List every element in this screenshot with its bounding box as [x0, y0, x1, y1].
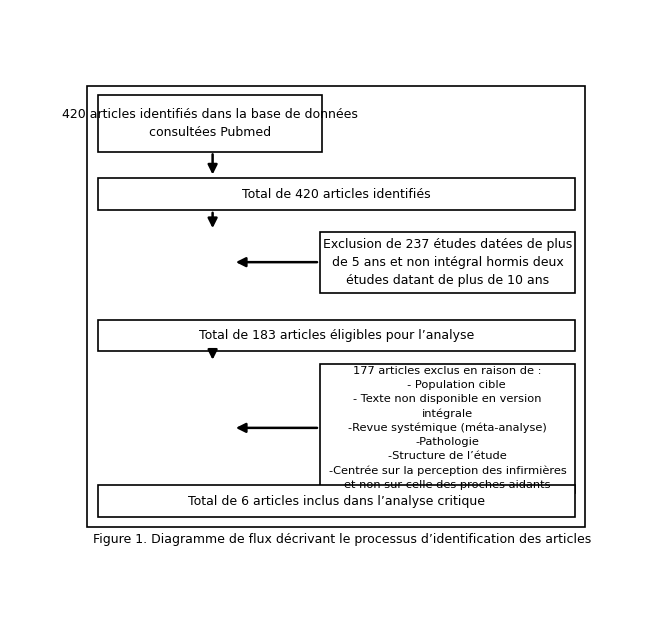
Text: Figure 1. Diagramme de flux décrivant le processus d’identification des articles: Figure 1. Diagramme de flux décrivant le…: [92, 533, 591, 546]
Text: 420 articles identifiés dans la base de données
consultées Pubmed: 420 articles identifiés dans la base de …: [62, 108, 358, 139]
Text: Total de 6 articles inclus dans l’analyse critique: Total de 6 articles inclus dans l’analys…: [188, 495, 485, 508]
Bar: [98, 486, 575, 517]
Bar: [320, 363, 575, 492]
Bar: [98, 179, 575, 210]
Text: Exclusion de 237 études datées de plus
de 5 ans et non intégral hormis deux
étud: Exclusion de 237 études datées de plus d…: [323, 238, 572, 287]
Bar: [98, 96, 322, 151]
Text: Total de 183 articles éligibles pour l’analyse: Total de 183 articles éligibles pour l’a…: [199, 329, 474, 342]
Bar: [98, 320, 575, 351]
Bar: [320, 232, 575, 293]
Text: Total de 420 articles identifiés: Total de 420 articles identifiés: [242, 187, 431, 201]
Text: 177 articles exclus en raison de :
     - Population cible
- Texte non disponibl: 177 articles exclus en raison de : - Pop…: [329, 366, 567, 490]
